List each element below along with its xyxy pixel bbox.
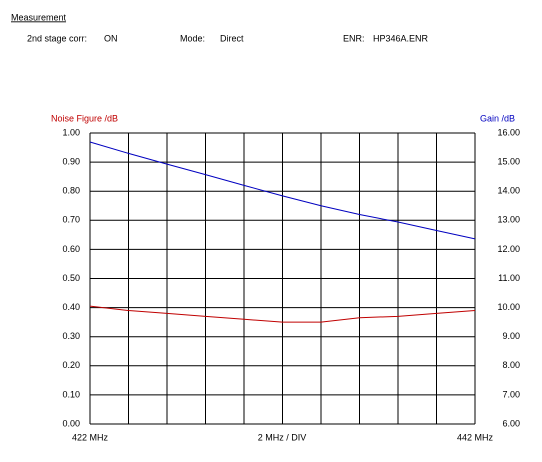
field-label: ENR: [343,33,365,43]
y-tick-label: 0.60 [62,244,80,254]
y2-tick-label: 8.00 [502,360,520,370]
y-tick-label: 0.50 [62,273,80,283]
series-line [89,305,476,323]
x-scale-label: 2 MHz / DIV [258,432,307,442]
y2-tick-label: 10.00 [497,302,520,312]
y2-tick-label: 11.00 [498,273,520,283]
y-tick-label: 0.90 [62,156,80,166]
y-tick-label: 0.20 [62,360,80,370]
x-tick-label: 442 MHz [457,432,494,442]
y2-tick-label: 14.00 [497,186,520,196]
header-title: Measurement [11,12,67,22]
y-tick-label: 0.30 [62,331,80,341]
y-tick-label: 0.80 [62,186,80,196]
field-label: 2nd stage corr: [27,33,87,43]
field-value: HP346A.ENR [373,33,429,43]
y2-axis-title: Gain /dB [480,113,515,123]
field-value: ON [104,33,118,43]
y-tick-label: 1.00 [62,127,80,137]
field-label: Mode: [180,33,205,43]
y-tick-label: 0.00 [62,418,80,428]
y2-tick-label: 16.00 [497,127,520,137]
y-tick-label: 0.70 [62,215,80,225]
y2-tick-label: 6.00 [502,418,520,428]
y-tick-label: 0.10 [62,389,80,399]
y2-tick-label: 12.00 [497,244,520,254]
series-line [89,141,476,240]
y2-tick-label: 9.00 [502,331,520,341]
y-axis-title: Noise Figure /dB [51,113,118,123]
field-value: Direct [220,33,244,43]
y2-tick-label: 15.00 [497,156,520,166]
y2-tick-label: 7.00 [502,389,520,399]
y-tick-label: 0.40 [62,302,80,312]
x-tick-label: 422 MHz [72,432,109,442]
y2-tick-label: 13.00 [497,215,520,225]
